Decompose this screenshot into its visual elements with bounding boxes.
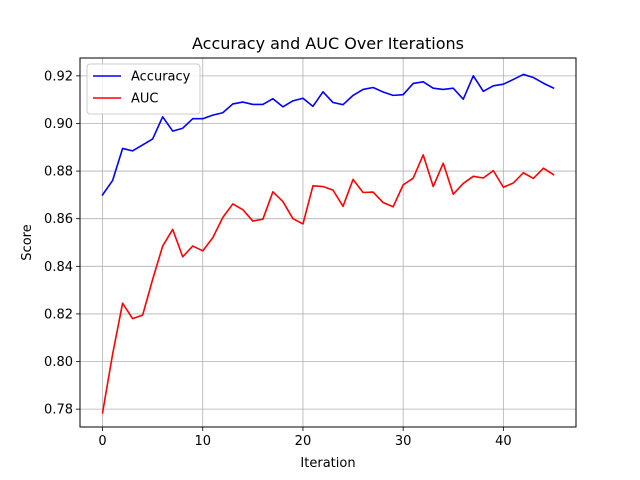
series-line-accuracy [101,73,555,197]
x-tick-label: 0 [98,434,106,449]
x-tick-label: 30 [395,434,412,449]
y-tick-label: 0.86 [44,212,73,227]
y-tick-label: 0.78 [44,403,73,418]
y-axis-label: Score [20,224,35,260]
x-tick-label: 40 [495,434,512,449]
y-tick-label: 0.84 [44,260,73,275]
x-tick-label: 10 [194,434,211,449]
y-tick-label: 0.82 [44,307,73,322]
y-tick-label: 0.90 [44,117,73,132]
series-line-auc [101,154,555,414]
y-tick-label: 0.88 [44,165,73,180]
y-tick-label: 0.92 [44,69,73,84]
x-axis-label: Iteration [300,456,355,471]
legend-label-accuracy: Accuracy [131,70,191,85]
plot-frame [79,57,577,428]
chart-title: Accuracy and AUC Over Iterations [192,34,464,53]
legend: Accuracy AUC [86,63,201,115]
series-lines [101,73,555,414]
x-tick-label: 20 [295,434,312,449]
legend-label-auc: AUC [131,92,159,107]
axis-ticks: 0 10 20 30 40 0.78 0.80 0.82 0.84 0.86 0.88 0.90 0.9… [44,69,512,449]
y-tick-label: 0.80 [44,355,73,370]
